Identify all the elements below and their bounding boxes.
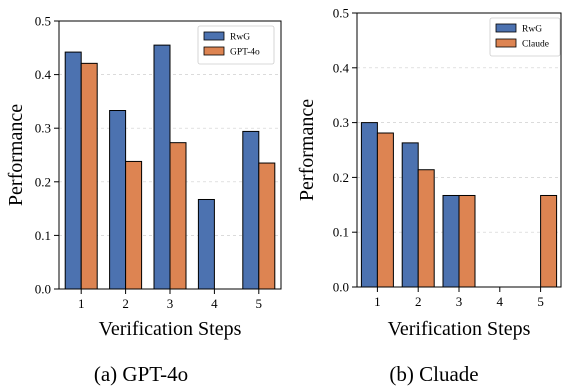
y-tick-label: 0.2 bbox=[35, 174, 51, 189]
legend: RwG Claude bbox=[489, 17, 561, 57]
bar-rwg-5 bbox=[242, 130, 260, 290]
x-tick-label: 3 bbox=[456, 294, 463, 309]
bar-rwg-4 bbox=[197, 198, 215, 290]
bar-claude-3 bbox=[458, 194, 476, 288]
bar-gpt-4o-3 bbox=[169, 142, 187, 290]
panel-caption: (a) GPT-4o bbox=[94, 362, 188, 386]
y-tick-label: 0.5 bbox=[333, 6, 349, 21]
x-tick-label: 4 bbox=[211, 296, 218, 311]
y-tick-label: 0.0 bbox=[35, 282, 51, 297]
x-tick-label: 5 bbox=[537, 294, 544, 309]
bar-claude-1 bbox=[376, 132, 394, 288]
x-tick-label: 4 bbox=[497, 294, 504, 309]
x-tick-label: 2 bbox=[415, 294, 422, 309]
x-tick-label: 1 bbox=[78, 296, 85, 311]
bar-rwg-1 bbox=[64, 51, 82, 290]
x-tick-label: 2 bbox=[122, 296, 129, 311]
plot-frame bbox=[356, 12, 562, 288]
y-tick-label: 0.0 bbox=[333, 280, 349, 295]
legend-label: GPT-4o bbox=[230, 48, 260, 58]
legend-swatch-rwg bbox=[203, 31, 225, 41]
x-axis-title: Verification Steps bbox=[99, 318, 242, 340]
y-tick-label: 0.5 bbox=[35, 14, 51, 29]
plot-frame bbox=[58, 20, 282, 290]
legend-label: RwG bbox=[230, 33, 250, 43]
chart-panel-1: 0.0 0.1 0.2 0.3 0.4 0.5 1 2 3 4 5 Verification Step… bbox=[5, 14, 282, 386]
legend-swatch-claude bbox=[495, 38, 517, 48]
legend-label: RwG bbox=[522, 25, 542, 35]
legend: RwG GPT-4o bbox=[197, 25, 275, 65]
x-tick-label: 1 bbox=[374, 294, 381, 309]
y-tick-label: 0.3 bbox=[333, 115, 349, 130]
bar-rwg-1 bbox=[360, 122, 378, 288]
x-tick-label: 3 bbox=[167, 296, 174, 311]
bar-rwg-3 bbox=[153, 44, 171, 290]
y-tick-label: 0.4 bbox=[333, 60, 350, 75]
legend-label: Claude bbox=[522, 40, 549, 50]
bar-gpt-4o-1 bbox=[80, 62, 98, 290]
y-tick-label: 0.3 bbox=[35, 121, 51, 136]
legend-swatch-gpt-4o bbox=[203, 46, 225, 56]
bar-claude-5 bbox=[540, 194, 558, 288]
x-axis-title: Verification Steps bbox=[388, 318, 531, 340]
bar-gpt-4o-5 bbox=[258, 162, 276, 290]
legend-swatch-rwg bbox=[495, 23, 517, 33]
x-tick-label: 5 bbox=[256, 296, 263, 311]
chart-panel-2: 0.0 0.1 0.2 0.3 0.4 0.5 1 2 3 4 5 Verification Step… bbox=[296, 6, 562, 386]
y-tick-label: 0.1 bbox=[35, 228, 51, 243]
y-tick-label: 0.4 bbox=[35, 67, 52, 82]
bar-claude-2 bbox=[417, 169, 435, 288]
y-tick-label: 0.1 bbox=[333, 225, 349, 240]
bar-rwg-3 bbox=[442, 194, 460, 288]
bar-gpt-4o-2 bbox=[125, 160, 143, 290]
bar-rwg-2 bbox=[401, 142, 419, 288]
y-tick-label: 0.2 bbox=[333, 170, 349, 185]
y-axis-title: Performance bbox=[296, 99, 318, 201]
y-axis-title: Performance bbox=[5, 104, 27, 206]
bar-rwg-2 bbox=[109, 110, 127, 290]
panel-caption: (b) Cluade bbox=[389, 362, 478, 386]
